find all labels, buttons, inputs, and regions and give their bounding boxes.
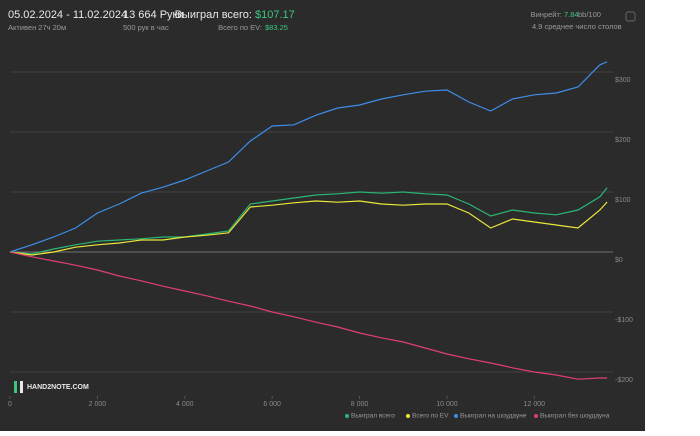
winrate-unit: bb/100 — [578, 10, 601, 19]
y-tick-label: -$200 — [615, 377, 633, 384]
legend-swatch — [454, 414, 458, 418]
x-tick-label: 6 000 — [263, 401, 281, 408]
legend-swatch — [534, 414, 538, 418]
won-label: Выиграл всего: — [175, 9, 252, 21]
panel — [0, 0, 645, 431]
legend-swatch — [406, 414, 410, 418]
x-tick-label: 10 000 — [436, 401, 458, 408]
logo-text: HAND2NOTE.COM — [27, 384, 89, 391]
date-range: 05.02.2024 - 11.02.2024 — [8, 9, 127, 21]
x-tick-label: 0 — [8, 401, 12, 408]
logo-mark — [14, 381, 17, 393]
series-line — [9, 251, 608, 380]
won-value: $107.17 — [255, 9, 295, 21]
hands: 13 664 Руки — [123, 9, 184, 21]
x-tick-label: 8 000 — [351, 401, 369, 408]
logo-mark — [20, 381, 23, 393]
hands-per-hour: 500 рук в час — [123, 23, 169, 32]
x-tick-label: 12 000 — [524, 401, 546, 408]
tables: 4.9 среднее число столов — [532, 22, 622, 31]
y-tick-label: $200 — [615, 137, 631, 144]
y-tick-label: -$100 — [615, 317, 633, 324]
winrate-value: 7.84 — [564, 10, 579, 19]
legend-label: Выиграл на шоудауне — [460, 413, 527, 420]
series-line — [9, 187, 608, 255]
ev-value: $83.25 — [265, 23, 288, 32]
ev-label: Всего по EV: — [218, 23, 262, 32]
x-tick-label: 2 000 — [89, 401, 107, 408]
y-tick-label: $100 — [615, 197, 631, 204]
active-time: Активен 27ч 20м — [8, 23, 66, 32]
series-line — [9, 200, 608, 256]
legend-label: Выиграл без шоудауна — [540, 412, 610, 420]
y-tick-label: $300 — [615, 77, 631, 84]
y-tick-label: $0 — [615, 257, 623, 264]
logo: HAND2NOTE.COM — [14, 381, 89, 393]
settings-icon[interactable] — [625, 11, 636, 22]
legend-label: Всего по EV — [412, 413, 449, 420]
legend-swatch — [345, 414, 349, 418]
x-tick-label: 4 000 — [176, 401, 194, 408]
legend-label: Выиграл всего — [351, 413, 395, 420]
winrate-label: Винрейт: — [531, 10, 562, 19]
series-line — [9, 61, 608, 253]
